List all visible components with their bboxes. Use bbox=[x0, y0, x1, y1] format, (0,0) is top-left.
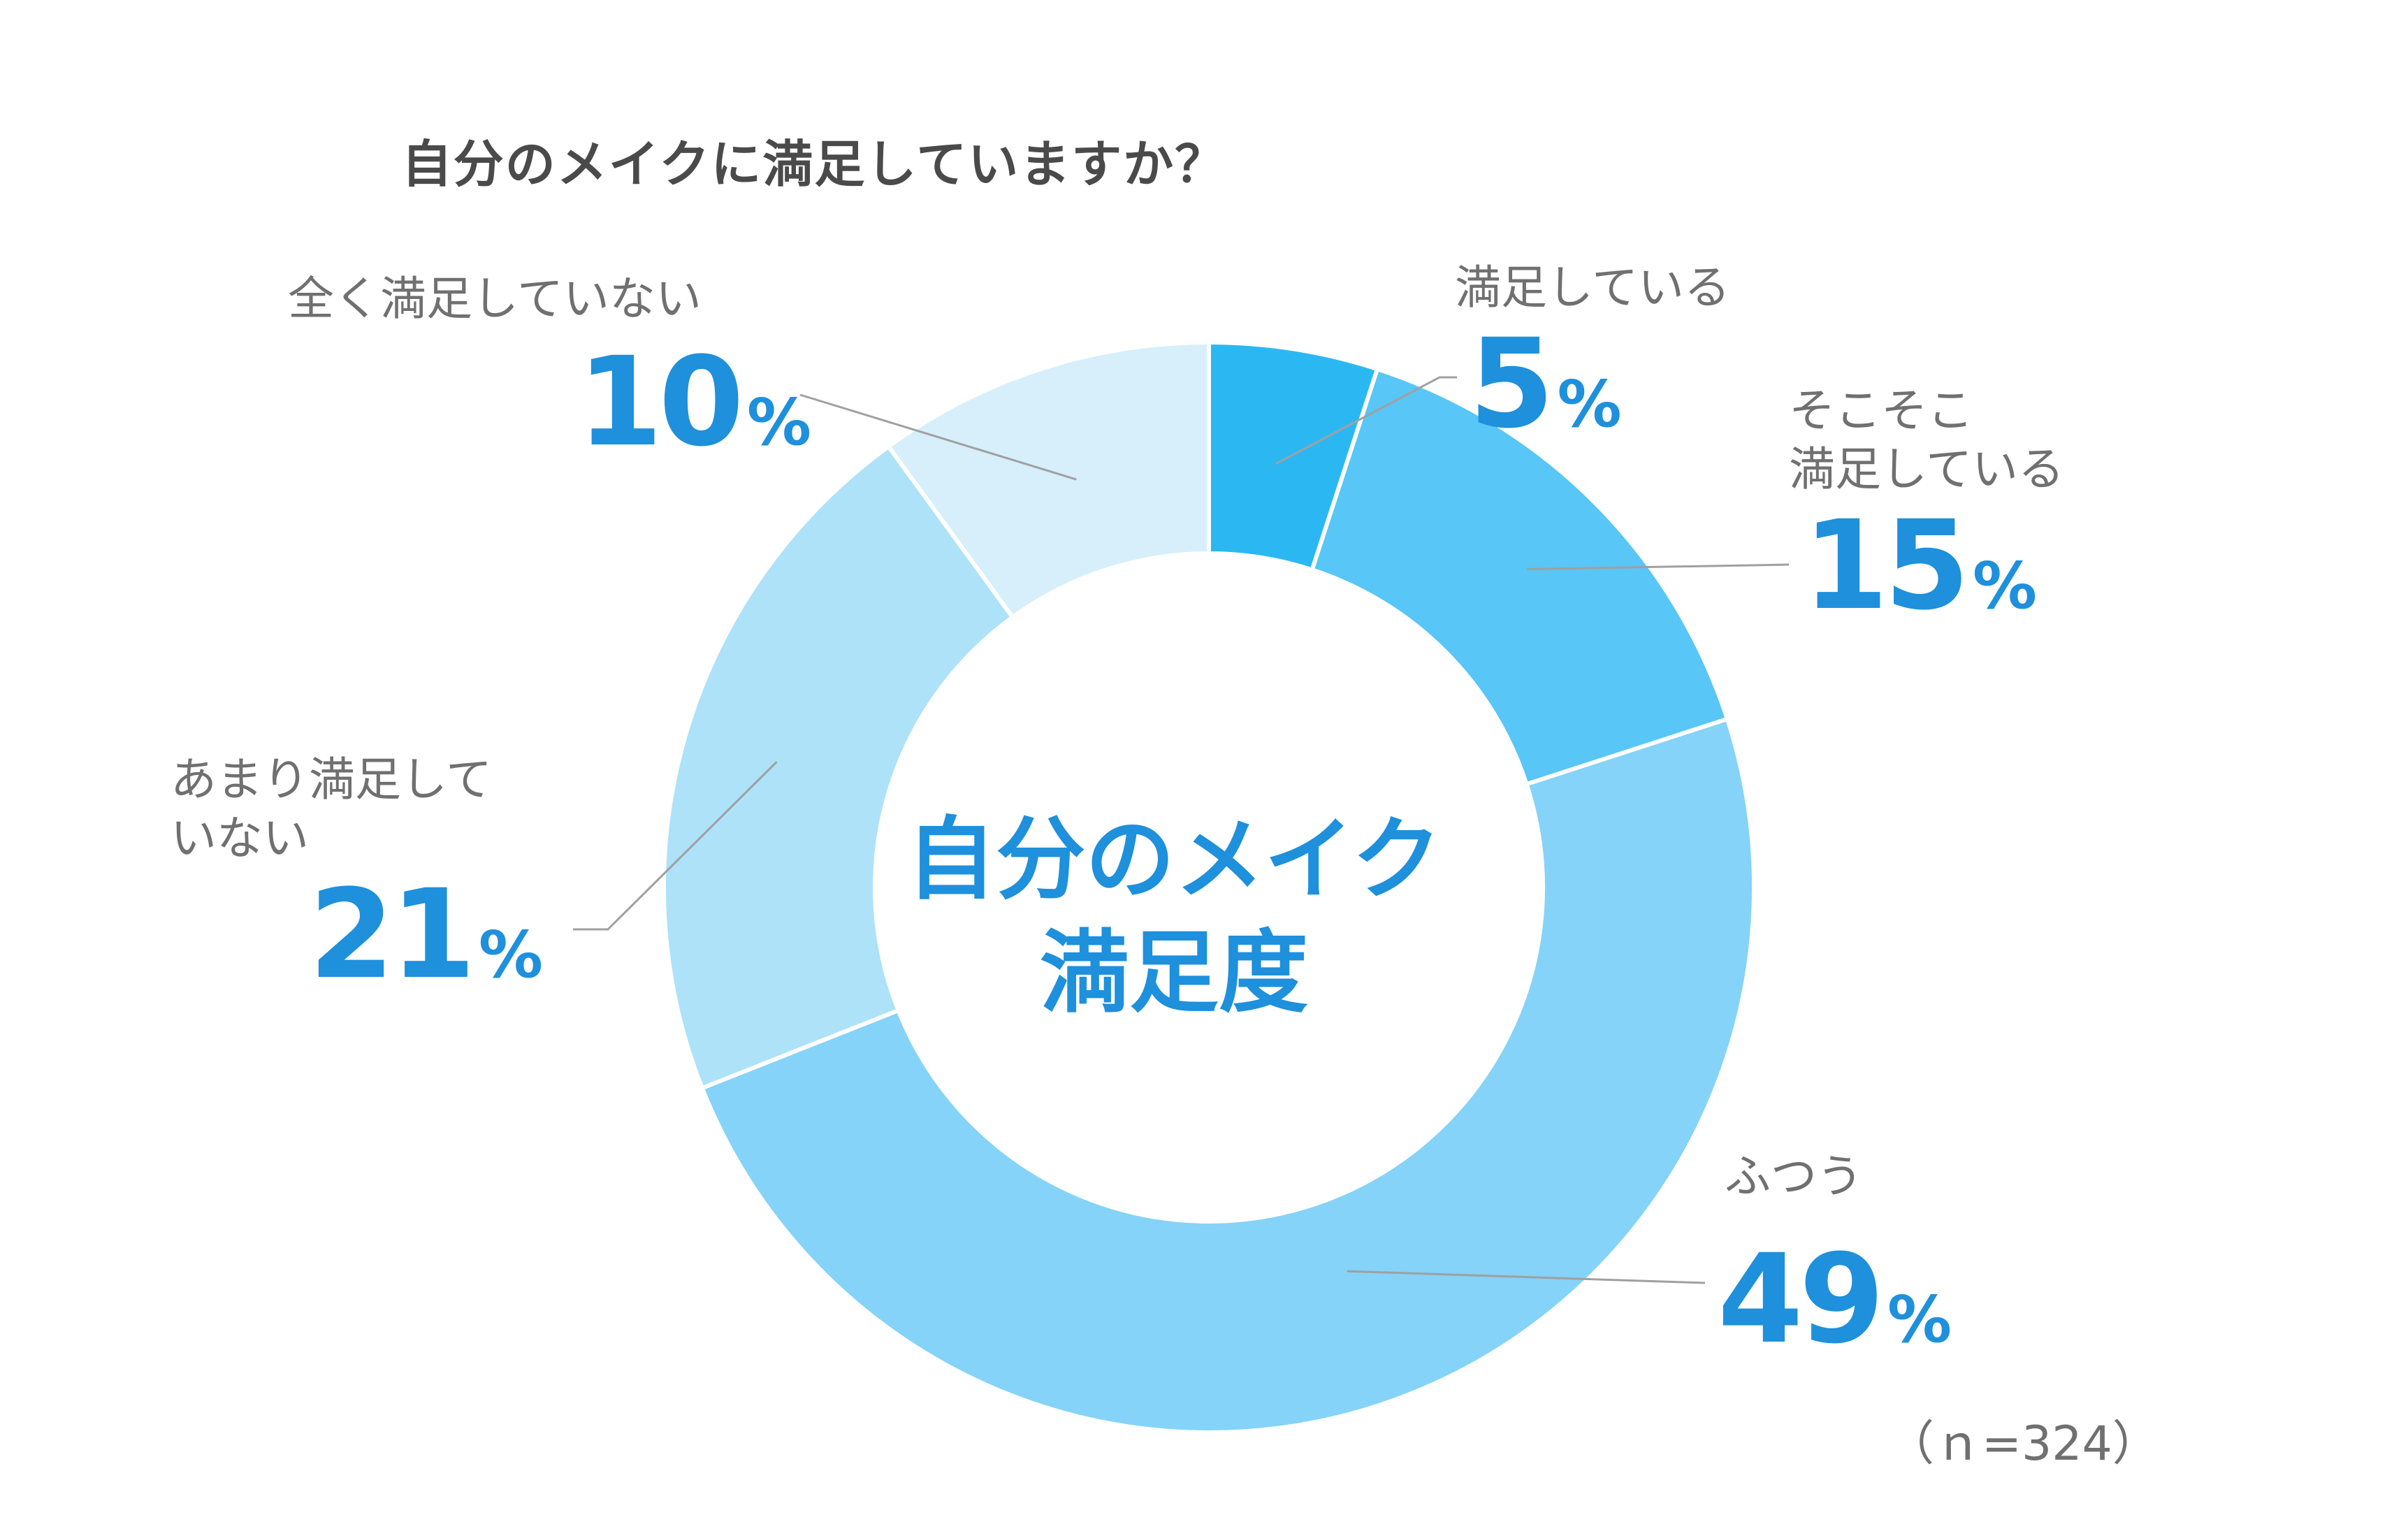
slice-percent-1: 15% bbox=[1803, 505, 2037, 627]
slice-label-3: あまり満足して いない bbox=[171, 750, 492, 868]
sample-size-note: （ｎ=324） bbox=[1887, 1416, 2160, 1472]
slice-percent-0: 5% bbox=[1469, 323, 1622, 446]
slice-label-1-line-1: 満足している bbox=[1789, 442, 2065, 496]
percent-sign-0: % bbox=[1557, 367, 1622, 442]
leader-line-0 bbox=[1275, 376, 1457, 465]
leader-line-1 bbox=[1527, 563, 1790, 571]
slice-label-2: ふつう bbox=[1725, 1147, 1863, 1206]
percent-sign-1: % bbox=[1972, 549, 2038, 623]
slice-value-2: 49 bbox=[1718, 1228, 1885, 1371]
slice-value-4: 10 bbox=[577, 331, 744, 474]
slice-value-0: 5 bbox=[1469, 312, 1554, 456]
slice-percent-4: 10% bbox=[577, 341, 811, 464]
donut-slice-4 bbox=[885, 340, 1211, 621]
chart-title: 自分のメイクに満足していますか？ bbox=[401, 135, 1227, 194]
leader-line-4 bbox=[799, 393, 1077, 481]
slice-label-1: そこそこ 満足している bbox=[1789, 382, 2064, 499]
slice-label-2-line-0: ふつう bbox=[1725, 1149, 1863, 1203]
donut-slice-3 bbox=[662, 443, 1016, 1091]
slice-label-3-line-1: いない bbox=[171, 811, 309, 865]
donut-center-line-1: 満足度 bbox=[1039, 921, 1308, 1025]
leader-line-3 bbox=[573, 761, 778, 931]
slice-percent-3: 21% bbox=[309, 873, 543, 996]
slice-label-3-line-0: あまり満足して bbox=[171, 753, 493, 806]
donut-center-line-0: 自分のメイク bbox=[906, 808, 1442, 912]
slice-label-4-line-0: 全く満足していない bbox=[288, 272, 702, 326]
donut-slice-1 bbox=[1309, 366, 1730, 788]
slice-label-1-line-0: そこそこ bbox=[1789, 384, 1973, 437]
percent-sign-3: % bbox=[478, 917, 544, 992]
donut-slice-2 bbox=[699, 716, 1756, 1435]
percent-sign-2: % bbox=[1887, 1282, 1952, 1357]
slice-label-4: 全く満足していない bbox=[288, 270, 702, 328]
slice-label-0: 満足している bbox=[1455, 259, 1730, 317]
slice-percent-2: 49% bbox=[1718, 1238, 1952, 1361]
leader-line-2 bbox=[1347, 1270, 1706, 1284]
slice-value-3: 21 bbox=[309, 863, 476, 1006]
slice-label-0-line-0: 満足している bbox=[1455, 261, 1731, 314]
slice-value-1: 15 bbox=[1803, 494, 1970, 637]
percent-sign-4: % bbox=[746, 385, 812, 460]
donut-center-label: 自分のメイク 満足度 bbox=[797, 804, 1551, 1030]
